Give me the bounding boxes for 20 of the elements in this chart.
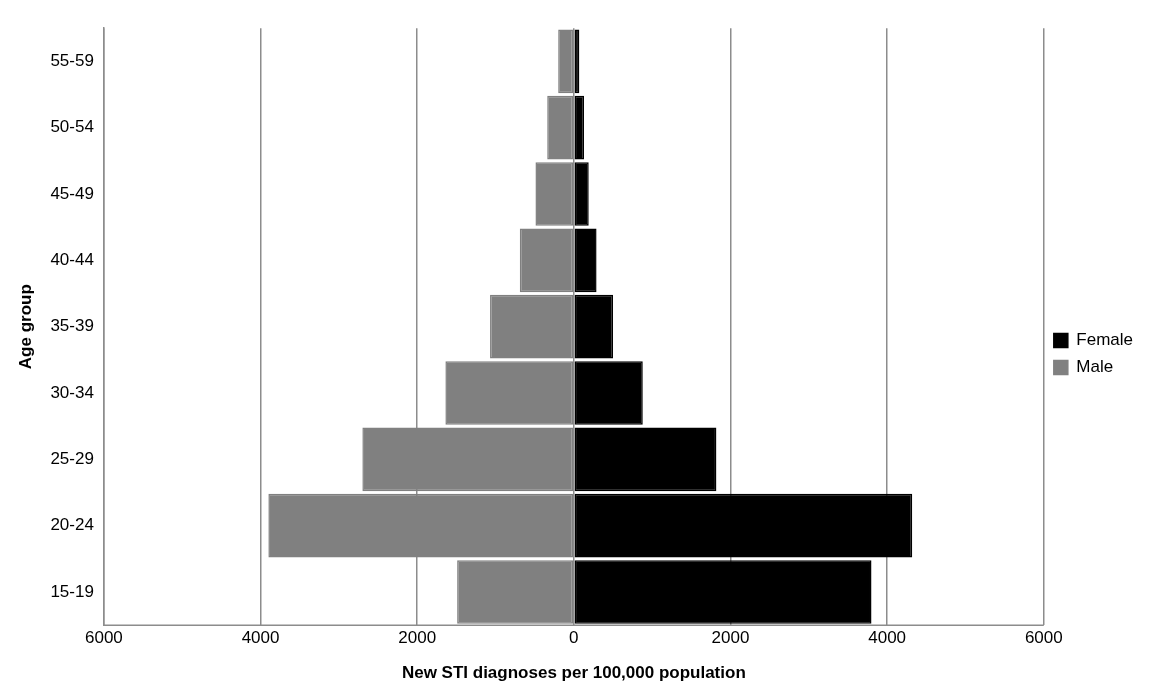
y-tick-label: 20-24 <box>50 515 94 535</box>
x-tick-label: 2000 <box>711 628 750 648</box>
x-tick-label: 2000 <box>398 628 437 648</box>
x-tick-label: 4000 <box>868 628 907 648</box>
legend-label: Male <box>1076 357 1114 377</box>
y-tick-label: 25-29 <box>50 449 94 469</box>
x-tick-label: 0 <box>569 628 579 648</box>
x-axis-title: New STI diagnoses per 100,000 population <box>401 663 746 683</box>
x-tick-label: 6000 <box>84 628 123 648</box>
x-tick-label: 4000 <box>241 628 280 648</box>
y-tick-label: 35-39 <box>50 316 94 336</box>
y-axis-title: Age group <box>15 284 35 370</box>
y-tick-label: 40-44 <box>50 250 94 270</box>
x-tick-label: 6000 <box>1024 628 1063 648</box>
y-tick-label: 15-19 <box>50 581 94 601</box>
y-tick-label: 55-59 <box>50 51 94 71</box>
y-tick-label: 45-49 <box>50 183 94 203</box>
y-tick-label: 30-34 <box>50 382 94 402</box>
legend-label: Female <box>1076 330 1133 350</box>
y-tick-label: 50-54 <box>50 117 94 137</box>
